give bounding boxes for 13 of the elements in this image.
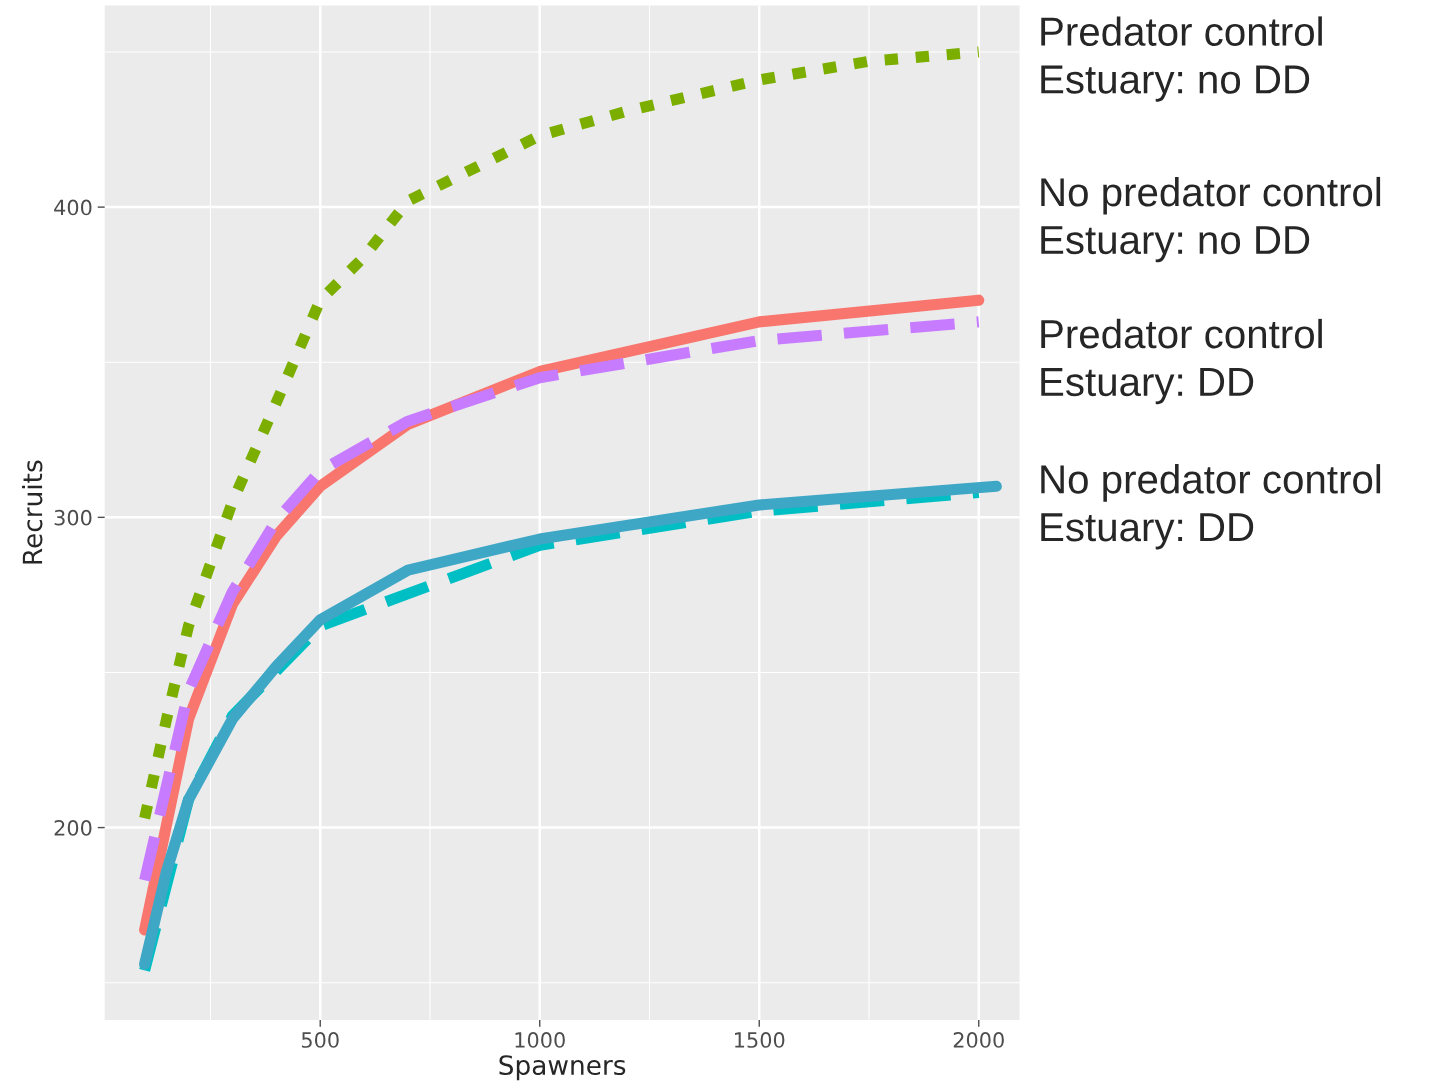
- x-tick-label: 1500: [735, 1032, 785, 1048]
- text: Predator control Estuary: no DD: [1041, 16, 1322, 102]
- y-tick-label: 400: [54, 199, 92, 216]
- text: Predator control Estuary: DD: [1041, 318, 1322, 405]
- x-tick-label: 2000: [953, 1032, 1004, 1048]
- x-axis-title: Spawners: [499, 1055, 626, 1081]
- y-axis-title: Recruits: [22, 460, 43, 564]
- x-tick-label: 1000: [515, 1032, 565, 1048]
- y-tick-label: 200: [54, 820, 92, 836]
- text: No predator control Estuary: no DD: [1041, 176, 1381, 263]
- text: No predator control Estuary: DD: [1041, 464, 1381, 550]
- y-tick-label: 300: [54, 509, 92, 526]
- x-tick-label: 500: [301, 1032, 339, 1048]
